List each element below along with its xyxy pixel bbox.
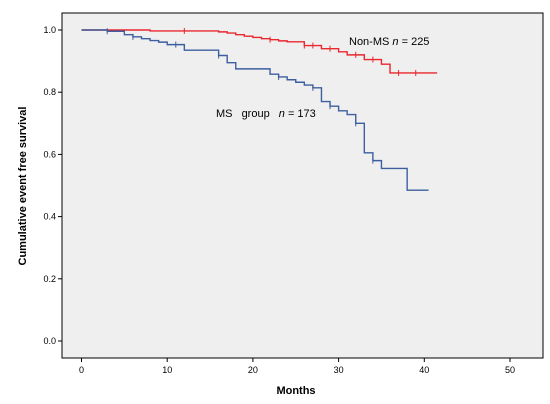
plot-area [61, 12, 544, 359]
survival-curve-1 [81, 29, 429, 191]
x-tick-label: 50 [505, 365, 515, 375]
y-tick-label: 0.8 [43, 87, 56, 97]
survival-curve-0 [81, 29, 438, 74]
x-tick-label: 40 [419, 365, 429, 375]
x-tick-label: 10 [162, 365, 172, 375]
ms-mid-word: group [242, 108, 270, 120]
non-ms-n-symbol: n [392, 36, 398, 48]
ms-annotation: MS group n = 173 [216, 108, 316, 120]
y-tick-label: 0.0 [43, 336, 56, 346]
x-tick-label: 20 [248, 365, 258, 375]
y-tick-label: 1.0 [43, 25, 56, 35]
x-tick-label: 30 [334, 365, 344, 375]
non-ms-group-word: Non-MS [349, 36, 389, 48]
ms-group-word: MS [216, 108, 233, 120]
x-tick-label: 0 [79, 365, 84, 375]
ms-n-value: = 173 [288, 108, 316, 120]
y-axis-title: Cumulative event free survival [17, 107, 29, 266]
x-axis-title: Months [276, 385, 315, 397]
non-ms-n-value: = 225 [402, 36, 430, 48]
ms-n-symbol: n [279, 108, 285, 120]
y-tick-label: 0.6 [43, 149, 56, 159]
y-tick-label: 0.2 [43, 274, 56, 284]
y-tick-label: 0.4 [43, 212, 56, 222]
non-ms-annotation: Non-MS n = 225 [349, 36, 429, 48]
